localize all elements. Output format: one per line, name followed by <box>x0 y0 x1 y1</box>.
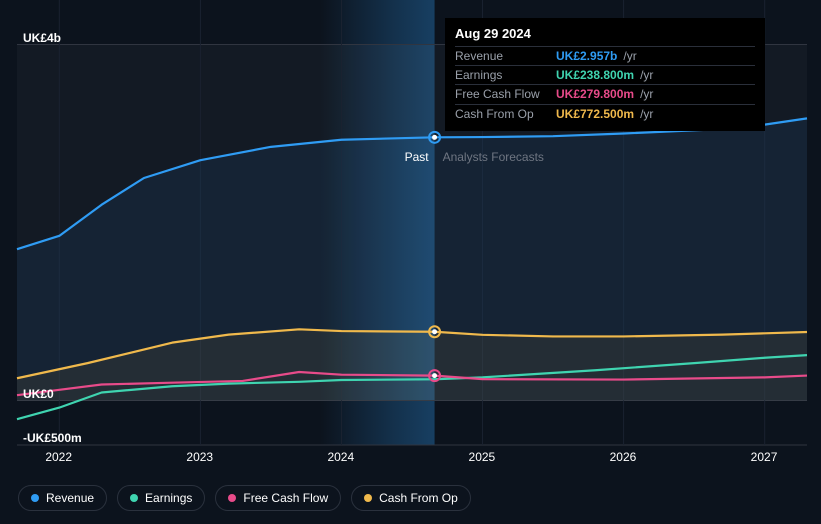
x-axis-label: 2026 <box>610 450 637 464</box>
past-label: Past <box>405 150 429 164</box>
legend-label: Earnings <box>145 491 192 505</box>
tooltip-row-label: Free Cash Flow <box>455 87 550 101</box>
x-axis-label: 2027 <box>751 450 778 464</box>
legend-toggle-cash_op[interactable]: Cash From Op <box>351 485 471 511</box>
legend-label: Revenue <box>46 491 94 505</box>
tooltip-row-value: UK£279.800m <box>556 87 634 101</box>
x-axis-label: 2022 <box>45 450 72 464</box>
legend-label: Cash From Op <box>379 491 458 505</box>
y-axis-label: UK£0 <box>23 387 54 401</box>
legend-dot-icon <box>228 494 236 502</box>
legend-dot-icon <box>364 494 372 502</box>
chart-container: Aug 29 2024 Revenue UK£2.957b/yr Earnings U… <box>0 0 821 524</box>
marker-dot-cash_op <box>432 329 437 334</box>
y-axis-label: -UK£500m <box>23 431 82 445</box>
x-axis-label: 2023 <box>186 450 213 464</box>
chart-tooltip: Aug 29 2024 Revenue UK£2.957b/yr Earnings U… <box>445 18 765 131</box>
legend-dot-icon <box>130 494 138 502</box>
legend-label: Free Cash Flow <box>243 491 328 505</box>
legend-toggle-revenue[interactable]: Revenue <box>18 485 107 511</box>
marker-dot-fcf <box>432 373 437 378</box>
marker-dot-revenue <box>432 135 437 140</box>
forecast-label: Analysts Forecasts <box>443 150 544 164</box>
chart-legend: Revenue Earnings Free Cash Flow Cash From O… <box>18 485 471 511</box>
tooltip-row-label: Earnings <box>455 68 550 82</box>
tooltip-row-value: UK£772.500m <box>556 107 634 121</box>
legend-dot-icon <box>31 494 39 502</box>
tooltip-row-value: UK£238.800m <box>556 68 634 82</box>
tooltip-row: Revenue UK£2.957b/yr <box>455 46 755 65</box>
tooltip-row-unit: /yr <box>623 49 636 63</box>
legend-toggle-fcf[interactable]: Free Cash Flow <box>215 485 341 511</box>
tooltip-row-value: UK£2.957b <box>556 49 617 63</box>
x-axis-label: 2024 <box>327 450 354 464</box>
tooltip-row: Cash From Op UK£772.500m/yr <box>455 104 755 123</box>
legend-toggle-earnings[interactable]: Earnings <box>117 485 205 511</box>
tooltip-row-unit: /yr <box>640 87 653 101</box>
x-axis-label: 2025 <box>469 450 496 464</box>
tooltip-row-unit: /yr <box>640 68 653 82</box>
tooltip-row: Earnings UK£238.800m/yr <box>455 65 755 84</box>
tooltip-row-unit: /yr <box>640 107 653 121</box>
tooltip-row-label: Cash From Op <box>455 107 550 121</box>
tooltip-row-label: Revenue <box>455 49 550 63</box>
y-axis-label: UK£4b <box>23 31 61 45</box>
tooltip-date: Aug 29 2024 <box>455 26 755 46</box>
tooltip-row: Free Cash Flow UK£279.800m/yr <box>455 84 755 103</box>
